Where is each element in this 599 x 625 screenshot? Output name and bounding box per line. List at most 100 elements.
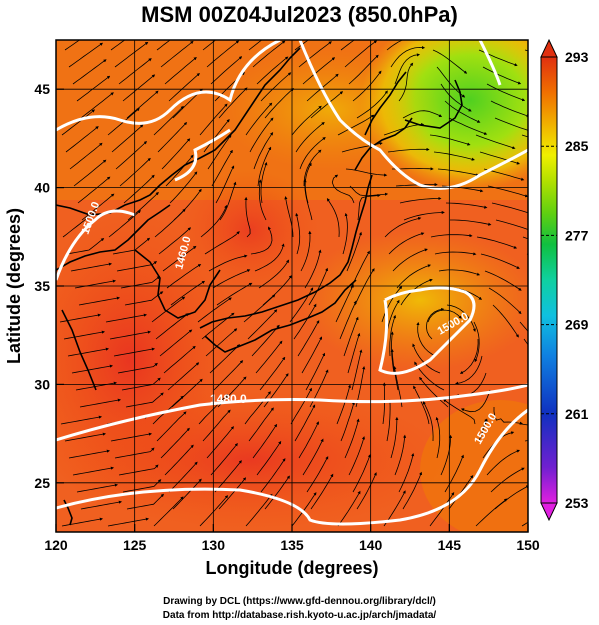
streamline — [81, 193, 115, 221]
streamline — [70, 262, 113, 272]
streamline — [444, 454, 464, 493]
x-tick-label: 125 — [123, 537, 147, 553]
streamline — [310, 473, 334, 510]
streamline — [202, 40, 217, 51]
streamline — [310, 91, 344, 119]
streamline — [486, 449, 520, 476]
streamline — [492, 304, 519, 338]
streamline — [67, 347, 110, 357]
streamline — [302, 57, 336, 85]
streamline — [245, 493, 273, 527]
streamline — [112, 237, 151, 255]
streamline — [344, 418, 360, 459]
streamline — [343, 316, 359, 357]
streamline — [199, 495, 229, 527]
streamline — [154, 208, 186, 238]
streamline — [413, 385, 430, 425]
x-tick-label: 150 — [516, 537, 540, 553]
colorbar-tick-label: 269 — [565, 317, 589, 333]
streamline — [164, 444, 194, 476]
streamline — [435, 416, 441, 459]
streamline — [348, 436, 365, 476]
lat-lon-grid — [56, 40, 528, 532]
streamline — [475, 498, 508, 527]
streamline — [386, 399, 392, 442]
streamline — [290, 387, 312, 425]
streamline — [208, 254, 248, 272]
streamline — [243, 294, 276, 323]
streamline — [301, 336, 322, 374]
streamline — [126, 90, 159, 119]
streamline — [448, 117, 488, 135]
streamline — [412, 343, 441, 374]
streamline — [210, 443, 238, 476]
streamline — [76, 483, 119, 493]
streamline — [459, 338, 479, 374]
streamline — [124, 291, 164, 306]
streamline — [264, 475, 290, 510]
streamline — [475, 134, 516, 150]
colorbar: 293 285 277 269 261 253 — [540, 38, 589, 522]
streamline — [298, 421, 319, 459]
streamline — [162, 245, 197, 272]
streamline — [389, 314, 397, 357]
streamline — [257, 146, 272, 187]
streamline — [74, 279, 117, 289]
colorbar-bar — [540, 56, 558, 504]
streamline — [294, 40, 309, 51]
streamline — [491, 202, 528, 214]
streamline — [394, 434, 407, 476]
streamline — [126, 493, 165, 510]
streamline — [214, 460, 242, 493]
streamline — [122, 74, 156, 102]
streamline — [430, 233, 473, 238]
streamline — [423, 401, 434, 442]
streamline — [244, 391, 271, 425]
streamline — [256, 56, 289, 85]
credit-data: Data from http://database.rish.kyoto-u.a… — [162, 610, 437, 621]
streamline — [203, 119, 230, 153]
x-tick-label: 135 — [280, 537, 304, 553]
streamline — [446, 304, 476, 333]
streamline — [295, 212, 301, 255]
streamline — [432, 49, 468, 74]
streamline — [79, 398, 122, 408]
x-axis-title: Longitude (degrees) — [205, 558, 378, 578]
streamline — [298, 41, 332, 68]
streamline — [416, 321, 437, 357]
streamline — [294, 404, 316, 442]
streamline — [390, 416, 399, 459]
streamline — [73, 159, 107, 187]
streamline — [260, 458, 286, 493]
streamline — [66, 238, 105, 255]
streamline — [348, 54, 379, 85]
streamline — [77, 176, 111, 204]
streamline — [352, 70, 382, 102]
streamline — [331, 174, 355, 204]
streamline — [80, 500, 123, 510]
x-tick-label: 145 — [438, 537, 462, 553]
streamline — [433, 151, 475, 161]
streamline — [160, 40, 194, 68]
streamline — [117, 362, 158, 374]
geopotential-contours — [56, 40, 528, 526]
streamline — [167, 362, 200, 391]
streamline — [155, 313, 189, 340]
y-tick-label: 45 — [34, 81, 50, 97]
streamline — [339, 300, 357, 340]
streamline — [248, 40, 263, 51]
streamline — [482, 66, 522, 85]
streamline — [450, 219, 492, 226]
streamline — [295, 122, 325, 153]
streamline — [425, 307, 445, 340]
streamline — [212, 269, 251, 289]
streamline — [109, 330, 152, 340]
streamline — [342, 212, 348, 255]
streamline — [347, 332, 361, 374]
streamline — [398, 62, 414, 102]
streamline — [384, 217, 422, 238]
streamline — [211, 149, 233, 187]
map-title: MSM 00Z04Jul2023 (850.0hPa) — [141, 2, 458, 27]
streamline — [72, 59, 107, 85]
